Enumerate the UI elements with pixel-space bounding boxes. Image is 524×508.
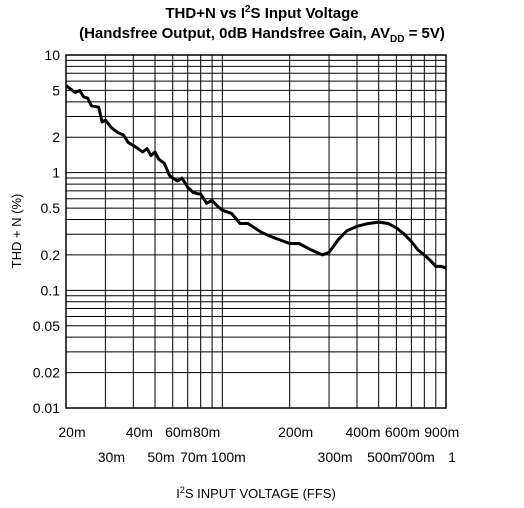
x-tick-label: 300m — [318, 449, 353, 465]
y-tick-label: 2 — [52, 129, 60, 145]
y-tick-label: 0.2 — [41, 247, 61, 263]
y-tick-label: 0.1 — [41, 282, 61, 298]
y-tick-label: 10 — [44, 47, 60, 63]
x-tick-label: 400m — [345, 424, 380, 440]
data-line — [65, 84, 447, 270]
x-tick-label: 100m — [211, 449, 246, 465]
y-tick-label: 5 — [52, 82, 60, 98]
x-tick-label: 600m — [385, 424, 420, 440]
y-tick-label: 1 — [52, 165, 60, 181]
x-tick-label: 500m — [367, 449, 402, 465]
x-tick-label: 900m — [424, 424, 459, 440]
chart-subtitle: (Handsfree Output, 0dB Handsfree Gain, A… — [79, 25, 445, 45]
x-tick-label: 200m — [278, 424, 313, 440]
x-axis-label: I2S INPUT VOLTAGE (FFS) — [176, 485, 336, 501]
y-tick-label: 0.5 — [41, 200, 61, 216]
x-tick-label: 40m — [126, 424, 153, 440]
x-tick-label: 70m — [180, 449, 207, 465]
x-tick-label: 700m — [400, 449, 435, 465]
x-tick-label: 80m — [193, 424, 220, 440]
y-tick-label: 0.02 — [33, 365, 60, 381]
x-tick-label: 1 — [448, 449, 456, 465]
x-tick-label: 20m — [58, 424, 85, 440]
y-tick-label: 0.01 — [33, 400, 60, 416]
chart-title: THD+N vs I2S Input Voltage — [165, 4, 358, 22]
y-tick-label: 0.05 — [33, 318, 60, 334]
plot-border — [65, 54, 447, 409]
y-axis-label: THD + N (%) — [9, 194, 24, 269]
x-tick-label: 60m — [165, 424, 192, 440]
x-tick-label: 30m — [98, 449, 125, 465]
x-tick-label: 50m — [147, 449, 174, 465]
